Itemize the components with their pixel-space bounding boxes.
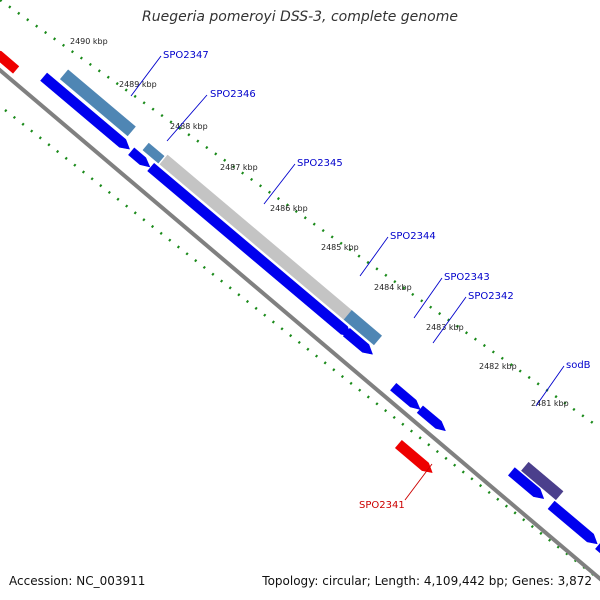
gene-labels: SPO2347 SPO2346 SPO2345 SPO2344 SPO2343 SPO23… — [130, 50, 591, 511]
gene-leader-line — [130, 55, 162, 97]
scale-tick-label: 2487 kbp — [220, 163, 258, 172]
gene-leader-line — [535, 365, 565, 407]
gene-label: SPO2345 — [297, 158, 343, 169]
scale-ticks: 2490 kbp 2489 kbp 2488 kbp 2487 kbp 2486 kbp… — [70, 37, 569, 408]
cds-fwd-2 — [128, 147, 151, 168]
gene-label: sodB — [566, 360, 591, 371]
feature-blue-3 — [343, 310, 382, 346]
feature-tracks — [0, 50, 600, 554]
scale-tick-label: 2485 kbp — [321, 243, 359, 252]
accession-info: Accession: NC_003911 — [9, 574, 145, 588]
genome-backbone — [0, 67, 600, 582]
genome-summary: Topology: circular; Length: 4,109,442 bp… — [262, 574, 592, 588]
gene-label: SPO2344 — [390, 231, 436, 242]
inner-guide-line — [4, 109, 600, 581]
cds-fwd-4 — [342, 328, 373, 355]
scale-tick-label: 2486 kbp — [270, 204, 308, 213]
gene-label: SPO2341 — [359, 500, 405, 511]
scale-tick-label: 2489 kbp — [119, 80, 157, 89]
outer-guide-line — [0, 0, 600, 430]
feature-blue-2 — [142, 142, 165, 164]
feature-blue-1 — [60, 69, 136, 137]
dotted-guide-lines — [0, 0, 600, 581]
gene-label: SPO2342 — [468, 291, 514, 302]
backbone-line — [0, 67, 600, 582]
feature-gray-1 — [159, 154, 353, 321]
genes-label: Genes: — [511, 574, 554, 588]
length-value: 4,109,442 bp — [423, 574, 504, 588]
topology-value: circular — [322, 574, 367, 588]
scale-tick-label: 2481 kbp — [531, 399, 569, 408]
cds-rev-2 — [395, 440, 433, 473]
topology-label: Topology: — [262, 574, 319, 588]
gene-leader-line — [263, 163, 296, 205]
cds-fwd-1 — [40, 72, 130, 150]
gene-leader-line — [359, 236, 389, 277]
scale-tick-label: 2488 kbp — [170, 122, 208, 131]
feature-purple-1 — [521, 461, 564, 501]
accession-label: Accession: — [9, 574, 73, 588]
gene-label: SPO2343 — [444, 272, 490, 283]
scale-tick-label: 2482 kbp — [479, 362, 517, 371]
scale-tick-label: 2490 kbp — [70, 37, 108, 46]
cds-fwd-9 — [595, 543, 600, 554]
gene-leader-line — [432, 296, 467, 344]
accession-value: NC_003911 — [76, 574, 146, 588]
scale-tick-label: 2484 kbp — [374, 283, 412, 292]
gene-label: SPO2346 — [210, 89, 256, 100]
scale-tick-label: 2483 kbp — [426, 323, 464, 332]
gene-leader-line — [166, 94, 208, 142]
cds-fwd-6 — [416, 405, 446, 432]
cds-fwd-8 — [547, 500, 598, 545]
gene-label: SPO2347 — [163, 50, 209, 61]
cds-rev-1 — [0, 50, 20, 74]
length-label: Length: — [374, 574, 421, 588]
cds-fwd-5 — [390, 383, 421, 410]
gene-leader-line — [413, 277, 443, 319]
map-title: Ruegeria pomeroyi DSS-3, complete genome — [142, 9, 458, 25]
cds-fwd-7 — [508, 467, 545, 499]
genes-value: 3,872 — [557, 574, 592, 588]
gene-leader-line — [404, 463, 433, 501]
